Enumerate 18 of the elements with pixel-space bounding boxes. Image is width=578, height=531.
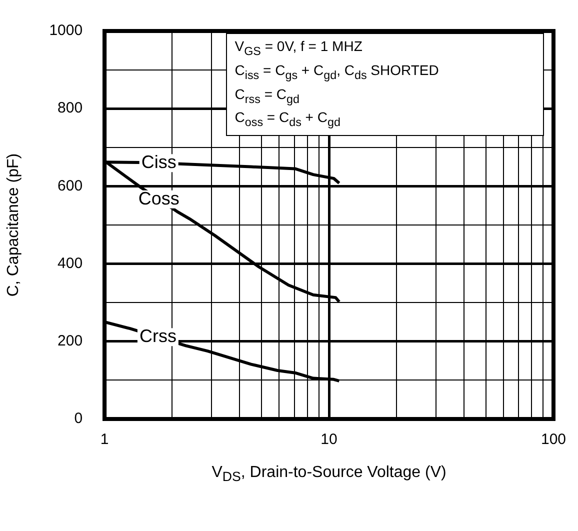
annotation: V$_{GS}$ = 0V, f = 1 MHZ (234, 37, 364, 60)
annotation: C$_{oss}$ = C$_{ds}$ + C$_{gd}$ (234, 108, 342, 132)
annotation: C$_{rss}$ = C$_{gd}$ (234, 84, 300, 108)
y-tick-label: 600 (58, 177, 83, 194)
series-label: Ciss (141, 152, 176, 172)
y-tick-label: 400 (58, 254, 83, 272)
x-tick-label: 100 (540, 431, 566, 448)
y-tick-label: 1000 (49, 22, 83, 40)
note-box: V$_{GS}$ = 0V, f = 1 MHZ C$_{iss}$ = C$_{gs}$ + C$_{gd}$, C$_{ds}$ SHORTED C$_{rss}$ = C$_{gd}$ C$_{oss}$ = C$_{ds}$ + C$_{gd}$ (226, 33, 544, 136)
series-label: Crss (139, 326, 176, 346)
y-tick-label: 0 (74, 410, 83, 428)
y-tick-label: 200 (58, 332, 83, 350)
x-tick-label: 10 (320, 431, 338, 448)
x-axis-title: V$_{DS}$, Drain-to-Source Voltage (V) (210, 464, 448, 484)
y-tick-label: 800 (58, 100, 83, 117)
x-tick-label: 1 (100, 431, 109, 448)
y-axis-title: C, Capacitance (pF) (5, 153, 22, 297)
series-label: Coss (138, 188, 180, 208)
